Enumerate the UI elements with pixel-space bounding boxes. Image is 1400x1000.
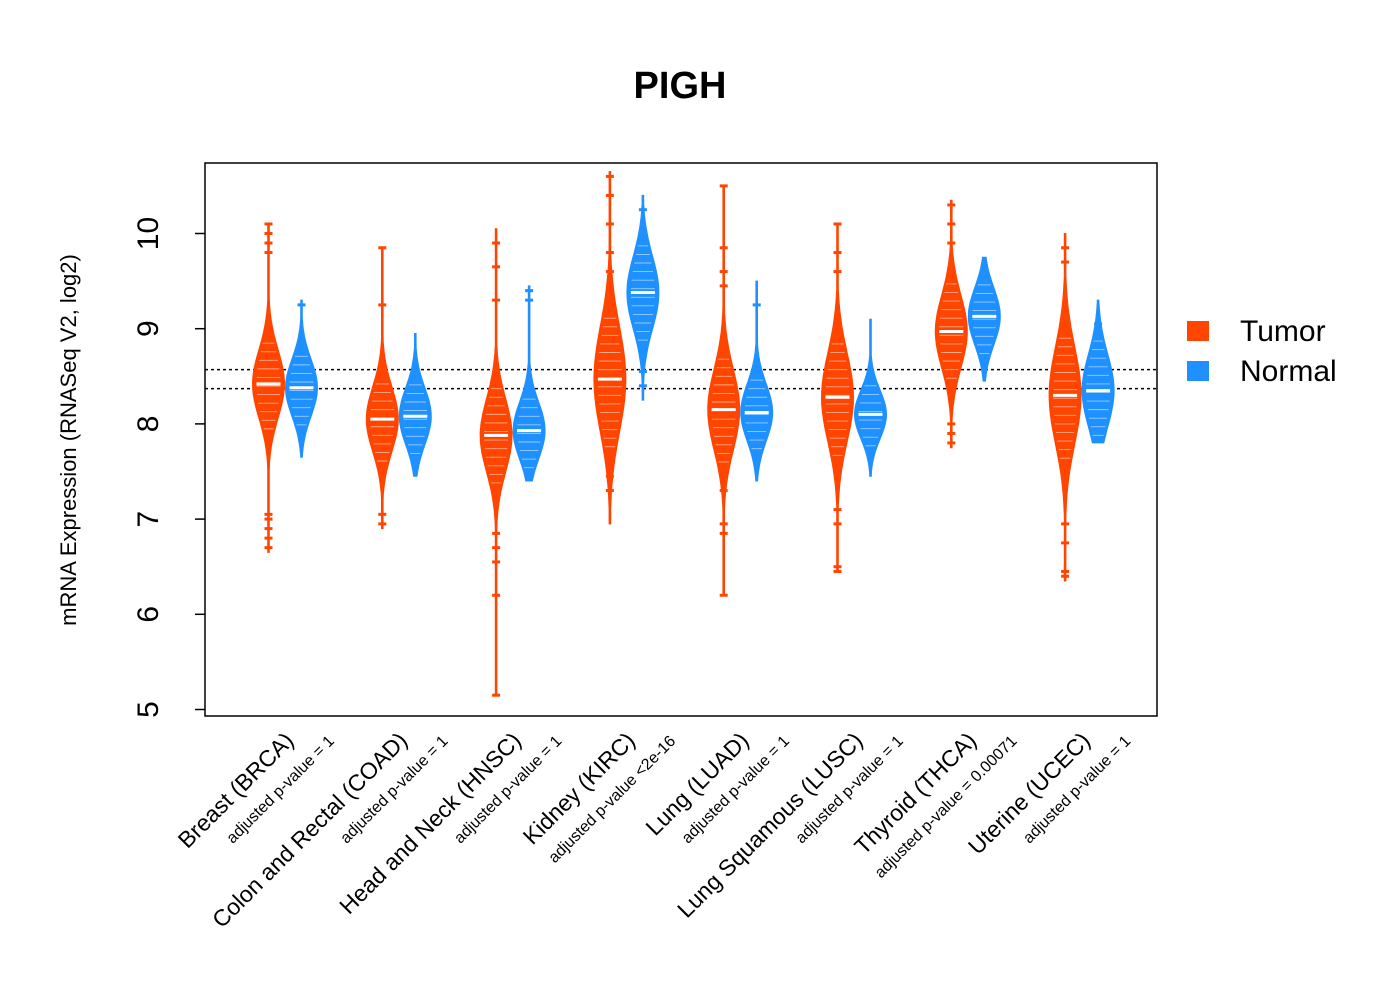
legend: Tumor Normal — [1187, 315, 1337, 388]
plot-frame — [204, 162, 1158, 717]
normal-violin — [512, 285, 546, 482]
violins — [251, 171, 1115, 697]
normal-violin — [967, 256, 1001, 382]
y-tick-label: 6 — [132, 606, 165, 623]
y-tick-label: 7 — [132, 511, 165, 528]
y-tick-label: 10 — [132, 217, 165, 250]
legend-swatch — [1187, 321, 1209, 341]
y-tick-label: 5 — [132, 701, 165, 718]
tumor-violin — [707, 184, 741, 597]
normal-violin — [284, 299, 319, 458]
normal-violin — [1081, 299, 1115, 444]
reference-lines — [205, 368, 1157, 390]
tumor-violin — [365, 246, 399, 530]
normal-violin — [853, 318, 888, 477]
legend-swatch — [1187, 361, 1209, 381]
legend-label: Tumor — [1240, 315, 1326, 348]
tumor-violin — [593, 171, 627, 525]
legend-label: Normal — [1240, 355, 1337, 388]
tumor-violin — [820, 222, 855, 573]
tumor-violin — [479, 228, 513, 697]
tumor-violin — [934, 199, 968, 449]
tumor-violin — [1048, 233, 1082, 582]
y-axis-label: mRNA Expression (RNASeq V2, log2) — [56, 254, 81, 626]
y-tick-label: 8 — [132, 416, 165, 433]
chart-title: PIGH — [634, 65, 727, 107]
normal-violin — [740, 280, 774, 482]
normal-violin — [398, 333, 432, 477]
y-axis: 5 6 7 8 9 10 — [132, 217, 205, 718]
tumor-violin — [251, 222, 286, 553]
y-tick-label: 9 — [132, 320, 165, 337]
normal-violin — [626, 194, 660, 401]
